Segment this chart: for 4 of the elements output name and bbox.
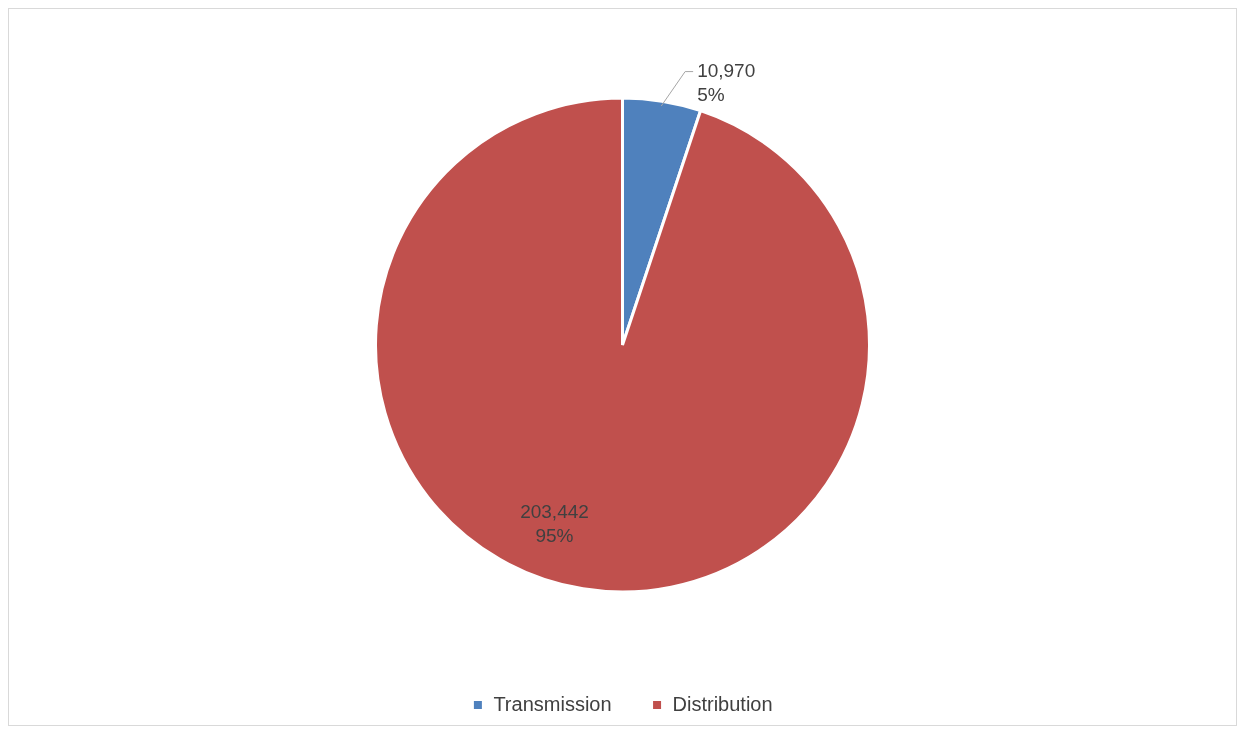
legend-label: Transmission <box>493 692 612 715</box>
legend-label: Distribution <box>672 692 773 715</box>
data-label: 10,970 5% <box>697 59 756 105</box>
data-label: 203,442 95% <box>520 501 589 547</box>
